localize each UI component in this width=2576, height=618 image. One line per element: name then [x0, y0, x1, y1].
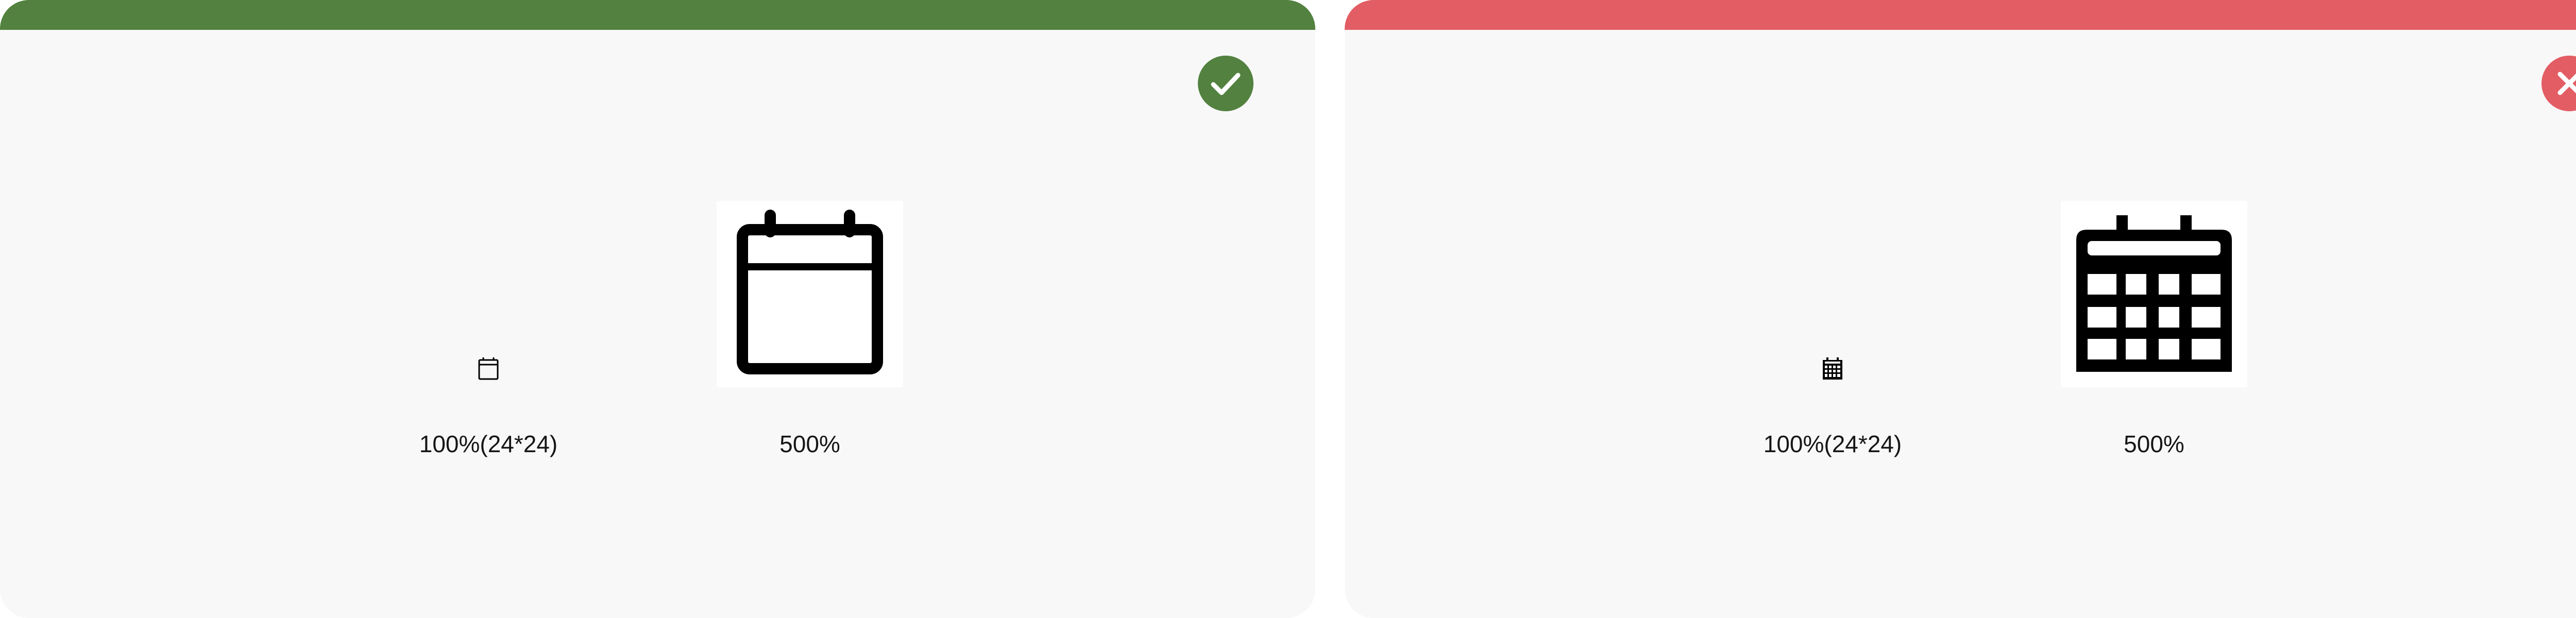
- incorrect-accent-bar: [1345, 0, 2576, 30]
- calendar-grid-icon: [2061, 201, 2247, 387]
- calendar-outline-icon: [717, 201, 903, 387]
- caption-zoomed: 500%: [779, 431, 840, 457]
- close-icon: [2541, 56, 2576, 111]
- correct-accent-bar: [0, 0, 1315, 30]
- calendar-outline-icon: [472, 351, 505, 384]
- caption-actual-size: 100%(24*24): [419, 431, 558, 457]
- correct-example-panel: 100%(24*24) 500%: [0, 0, 1315, 457]
- checkmark-icon: [1198, 56, 1253, 111]
- caption-actual-size: 100%(24*24): [1763, 431, 1902, 457]
- calendar-grid-icon: [1816, 351, 1849, 384]
- caption-zoomed: 500%: [2124, 431, 2184, 457]
- incorrect-example-panel: 100%(24*24) 500%: [1345, 0, 2576, 618]
